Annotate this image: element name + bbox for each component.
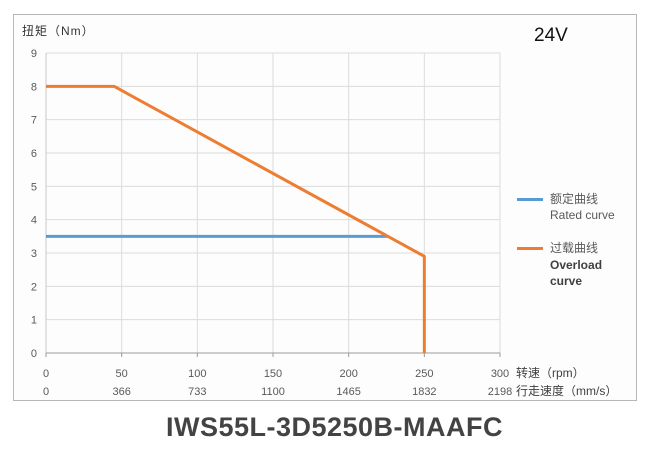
y-tick-label: 1: [31, 315, 37, 327]
x-tick-label-speed: 0: [43, 386, 49, 398]
x-tick-label-rpm: 250: [415, 368, 433, 380]
x-tick-label-speed: 1832: [412, 386, 436, 398]
legend-item-overload: 过载曲线 Overload curve: [517, 240, 637, 289]
overload-curve-swatch: [517, 247, 543, 251]
y-tick-label: 8: [31, 81, 37, 93]
x-tick-label-rpm: 100: [188, 368, 206, 380]
y-tick-label: 5: [31, 181, 37, 193]
plot-area: 0123456789005036610073315011002001465250…: [31, 48, 617, 398]
overload-curve-label-en: Overload curve: [550, 257, 603, 288]
y-tick-label: 4: [31, 215, 37, 227]
x-tick-label-rpm: 200: [339, 368, 357, 380]
y-tick-label: 2: [31, 281, 37, 293]
overload-curve-label-cn: 过载曲线: [550, 241, 599, 256]
voltage-label: 24V: [534, 25, 568, 46]
x-axis-title-speed: 行走速度（mm/s）: [516, 383, 617, 398]
x-tick-label-speed: 366: [112, 386, 130, 398]
y-tick-label: 3: [31, 248, 37, 260]
rated-curve-label-en: Rated curve: [550, 208, 615, 223]
x-tick-label-speed: 2198: [488, 386, 512, 398]
y-axis-title: 扭矩（Nm）: [22, 24, 95, 38]
y-tick-label: 7: [31, 115, 37, 127]
x-tick-label-rpm: 50: [116, 368, 128, 380]
curve-overload: [46, 84, 426, 353]
y-tick-label: 6: [31, 148, 37, 160]
x-tick-label-rpm: 0: [43, 368, 49, 380]
x-tick-label-rpm: 300: [491, 368, 509, 380]
y-tick-label: 9: [31, 48, 37, 60]
x-tick-label-speed: 1100: [261, 386, 285, 398]
rated-curve-swatch: [517, 198, 543, 201]
x-tick-label-rpm: 150: [264, 368, 282, 380]
legend-item-rated: 额定曲线 Rated curve: [517, 191, 637, 223]
x-axis-title-rpm: 转速（rpm）: [516, 365, 585, 380]
y-tick-label: 0: [31, 348, 37, 360]
legend: 额定曲线 Rated curve 过载曲线 Overload curve: [517, 191, 637, 289]
x-tick-label-speed: 733: [188, 386, 206, 398]
rated-curve-label-cn: 额定曲线: [550, 192, 599, 206]
torque-curve-chart: 扭矩（Nm） 24V 0 1 2 3 4 5 6 7 8 9 0 0 50 366 100 733 150 110…: [13, 14, 637, 401]
model-title: IWS55L-3D5250B-MAAFC: [165, 412, 504, 442]
x-tick-label-speed: 1465: [336, 386, 360, 398]
